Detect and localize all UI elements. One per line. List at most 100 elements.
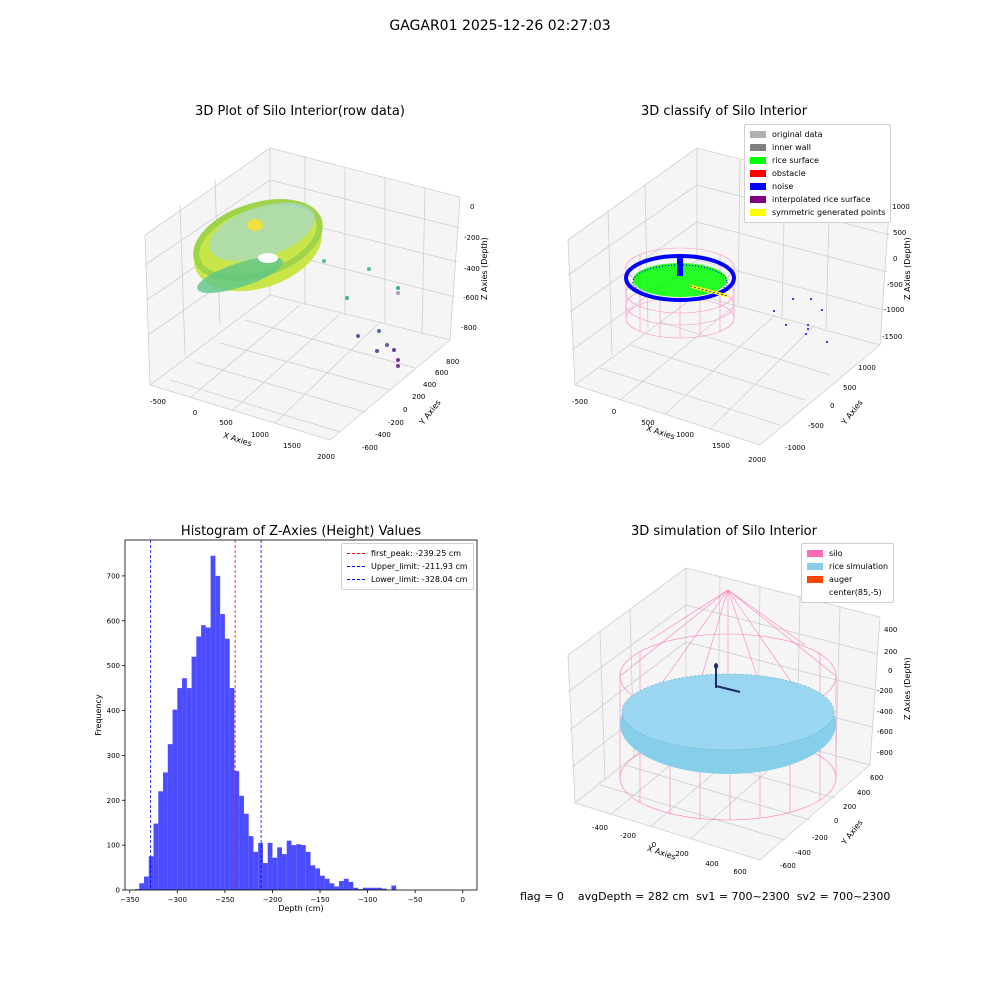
histogram-bar [191, 656, 197, 890]
legend-label: rice surface [772, 156, 819, 165]
legend-item: first_peak: -239.25 cm [347, 547, 468, 560]
histogram-bar [229, 688, 235, 890]
x-tick-label: 0 [460, 896, 464, 904]
raw-xtick: 2000 [317, 453, 335, 461]
classify-ztick: 0 [893, 255, 897, 263]
raw-ytick: 0 [403, 406, 407, 414]
classify-ytick: -500 [808, 422, 824, 430]
classify-legend: original data inner wall rice surface ob… [744, 124, 892, 223]
sv1-text: sv1 = 700~2300 [696, 890, 790, 903]
legend-item: symmetric generated points [750, 206, 885, 219]
histogram-bar [210, 555, 216, 890]
y-tick-label: 200 [107, 797, 120, 805]
simulation-ytick: 600 [870, 774, 883, 782]
raw-silo-point-cloud [193, 199, 323, 293]
classify-xtick: -500 [572, 398, 588, 406]
x-tick-label: −300 [168, 896, 187, 904]
legend-swatch [750, 183, 766, 190]
avg-depth-text: avgDepth = 282 cm [577, 890, 690, 903]
status-line: flag = 0 avgDepth = 282 cm sv1 = 700~230… [520, 890, 890, 903]
legend-item: Lower_limit: -328.04 cm [347, 573, 468, 586]
histogram-bar [163, 772, 168, 890]
histogram-bar [182, 678, 187, 890]
classify-ytick: 0 [830, 402, 834, 410]
histogram-bar [286, 840, 292, 890]
legend-swatch [750, 144, 766, 151]
histogram-bar [139, 883, 145, 890]
legend-item: center(85,-5) [807, 586, 888, 599]
classify-ytick: 1000 [858, 364, 876, 372]
raw-ztick: -400 [464, 265, 480, 273]
raw-xtick: 0 [193, 409, 197, 417]
legend-label: silo [829, 549, 843, 558]
histogram-bar [296, 844, 301, 890]
sv2-text: sv2 = 700~2300 [796, 890, 891, 903]
y-tick-label: 600 [107, 617, 120, 625]
legend-line [347, 566, 365, 567]
raw-ytick: 800 [446, 358, 459, 366]
histogram-bar [310, 865, 316, 890]
histogram-bar [220, 614, 225, 890]
simulation-xtick: 600 [733, 868, 746, 876]
histogram-bar [381, 888, 387, 890]
histogram-bar [329, 883, 335, 890]
histogram-bar [281, 854, 287, 890]
legend-swatch [750, 196, 766, 203]
x-tick-label: −350 [120, 896, 139, 904]
histogram-bar [305, 851, 311, 890]
y-tick-label: 100 [107, 842, 120, 850]
legend-swatch [750, 157, 766, 164]
raw-ytick: 600 [435, 369, 448, 377]
simulation-ytick: -400 [795, 849, 811, 857]
figure-title: GAGAR01 2025-12-26 02:27:03 [389, 18, 611, 34]
classify-xtick: 1500 [712, 442, 730, 450]
histogram-bar [196, 636, 202, 890]
histogram-bar [224, 638, 230, 890]
histogram-x-ticks: −350 −300 −250 −200 −150 −100 −50 0 [120, 890, 465, 904]
classify-ytick: -1000 [785, 444, 805, 452]
simulation-ztick: 200 [884, 648, 897, 656]
raw-outlier-points [322, 259, 400, 368]
simulation-z-label: Z Axies (Depth) [903, 657, 912, 720]
histogram-bar [301, 845, 306, 890]
classify-ztick: 1000 [892, 203, 910, 211]
histogram-y-label: Frequency [94, 694, 103, 736]
legend-swatch [807, 550, 823, 557]
histogram-bar [243, 813, 249, 890]
classify-ztick: -500 [887, 281, 903, 289]
histogram-bar [134, 889, 140, 890]
raw-ytick: -200 [388, 419, 404, 427]
histogram-x-label: Depth (cm) [278, 904, 323, 913]
y-tick-label: 0 [116, 887, 120, 895]
legend-item: rice simulation [807, 560, 888, 573]
simulation-ztick: -600 [877, 728, 893, 736]
legend-line [347, 553, 365, 554]
legend-label: first_peak: -239.25 cm [371, 549, 462, 558]
simulation-legend: silo rice simulation auger center(85,-5) [801, 543, 895, 603]
legend-label: center(85,-5) [829, 588, 882, 597]
histogram-bar [167, 744, 173, 890]
simulation-ytick: 0 [834, 817, 838, 825]
raw-ztick: -600 [463, 294, 479, 302]
legend-line [347, 579, 365, 580]
legend-label: inner wall [772, 143, 812, 152]
x-tick-label: −150 [310, 896, 329, 904]
classify-ytick: 500 [843, 384, 856, 392]
x-tick-label: −200 [263, 896, 282, 904]
classify-z-ticks: 1000 500 0 -500 -1000 -1500 [882, 203, 910, 341]
raw-plot-title: 3D Plot of Silo Interior(row data) [195, 104, 405, 119]
histogram-bar [272, 857, 278, 890]
legend-item: rice surface [750, 154, 885, 167]
legend-label: noise [772, 182, 794, 191]
histogram-bar [291, 845, 297, 890]
legend-item: noise [750, 180, 885, 193]
raw-z-label: Z Axies (Depth) [480, 237, 489, 300]
legend-label: interpolated rice surface [772, 195, 871, 204]
simulation-xtick: 400 [705, 860, 718, 868]
classify-xtick: 0 [612, 408, 616, 416]
raw-ztick: 0 [470, 203, 474, 211]
legend-item: Upper_limit: -211.93 cm [347, 560, 468, 573]
legend-item: interpolated rice surface [750, 193, 885, 206]
histogram-bar [334, 886, 340, 890]
